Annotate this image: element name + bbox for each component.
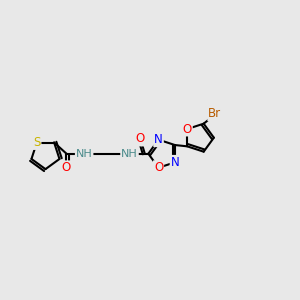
Text: O: O [183,122,192,136]
Text: S: S [33,136,40,149]
Text: N: N [171,156,179,169]
Text: O: O [136,133,145,146]
Text: O: O [62,161,71,174]
Text: NH: NH [121,149,138,159]
Text: Br: Br [208,107,221,121]
Text: O: O [154,161,163,174]
Text: N: N [154,133,163,146]
Text: NH: NH [76,149,92,159]
